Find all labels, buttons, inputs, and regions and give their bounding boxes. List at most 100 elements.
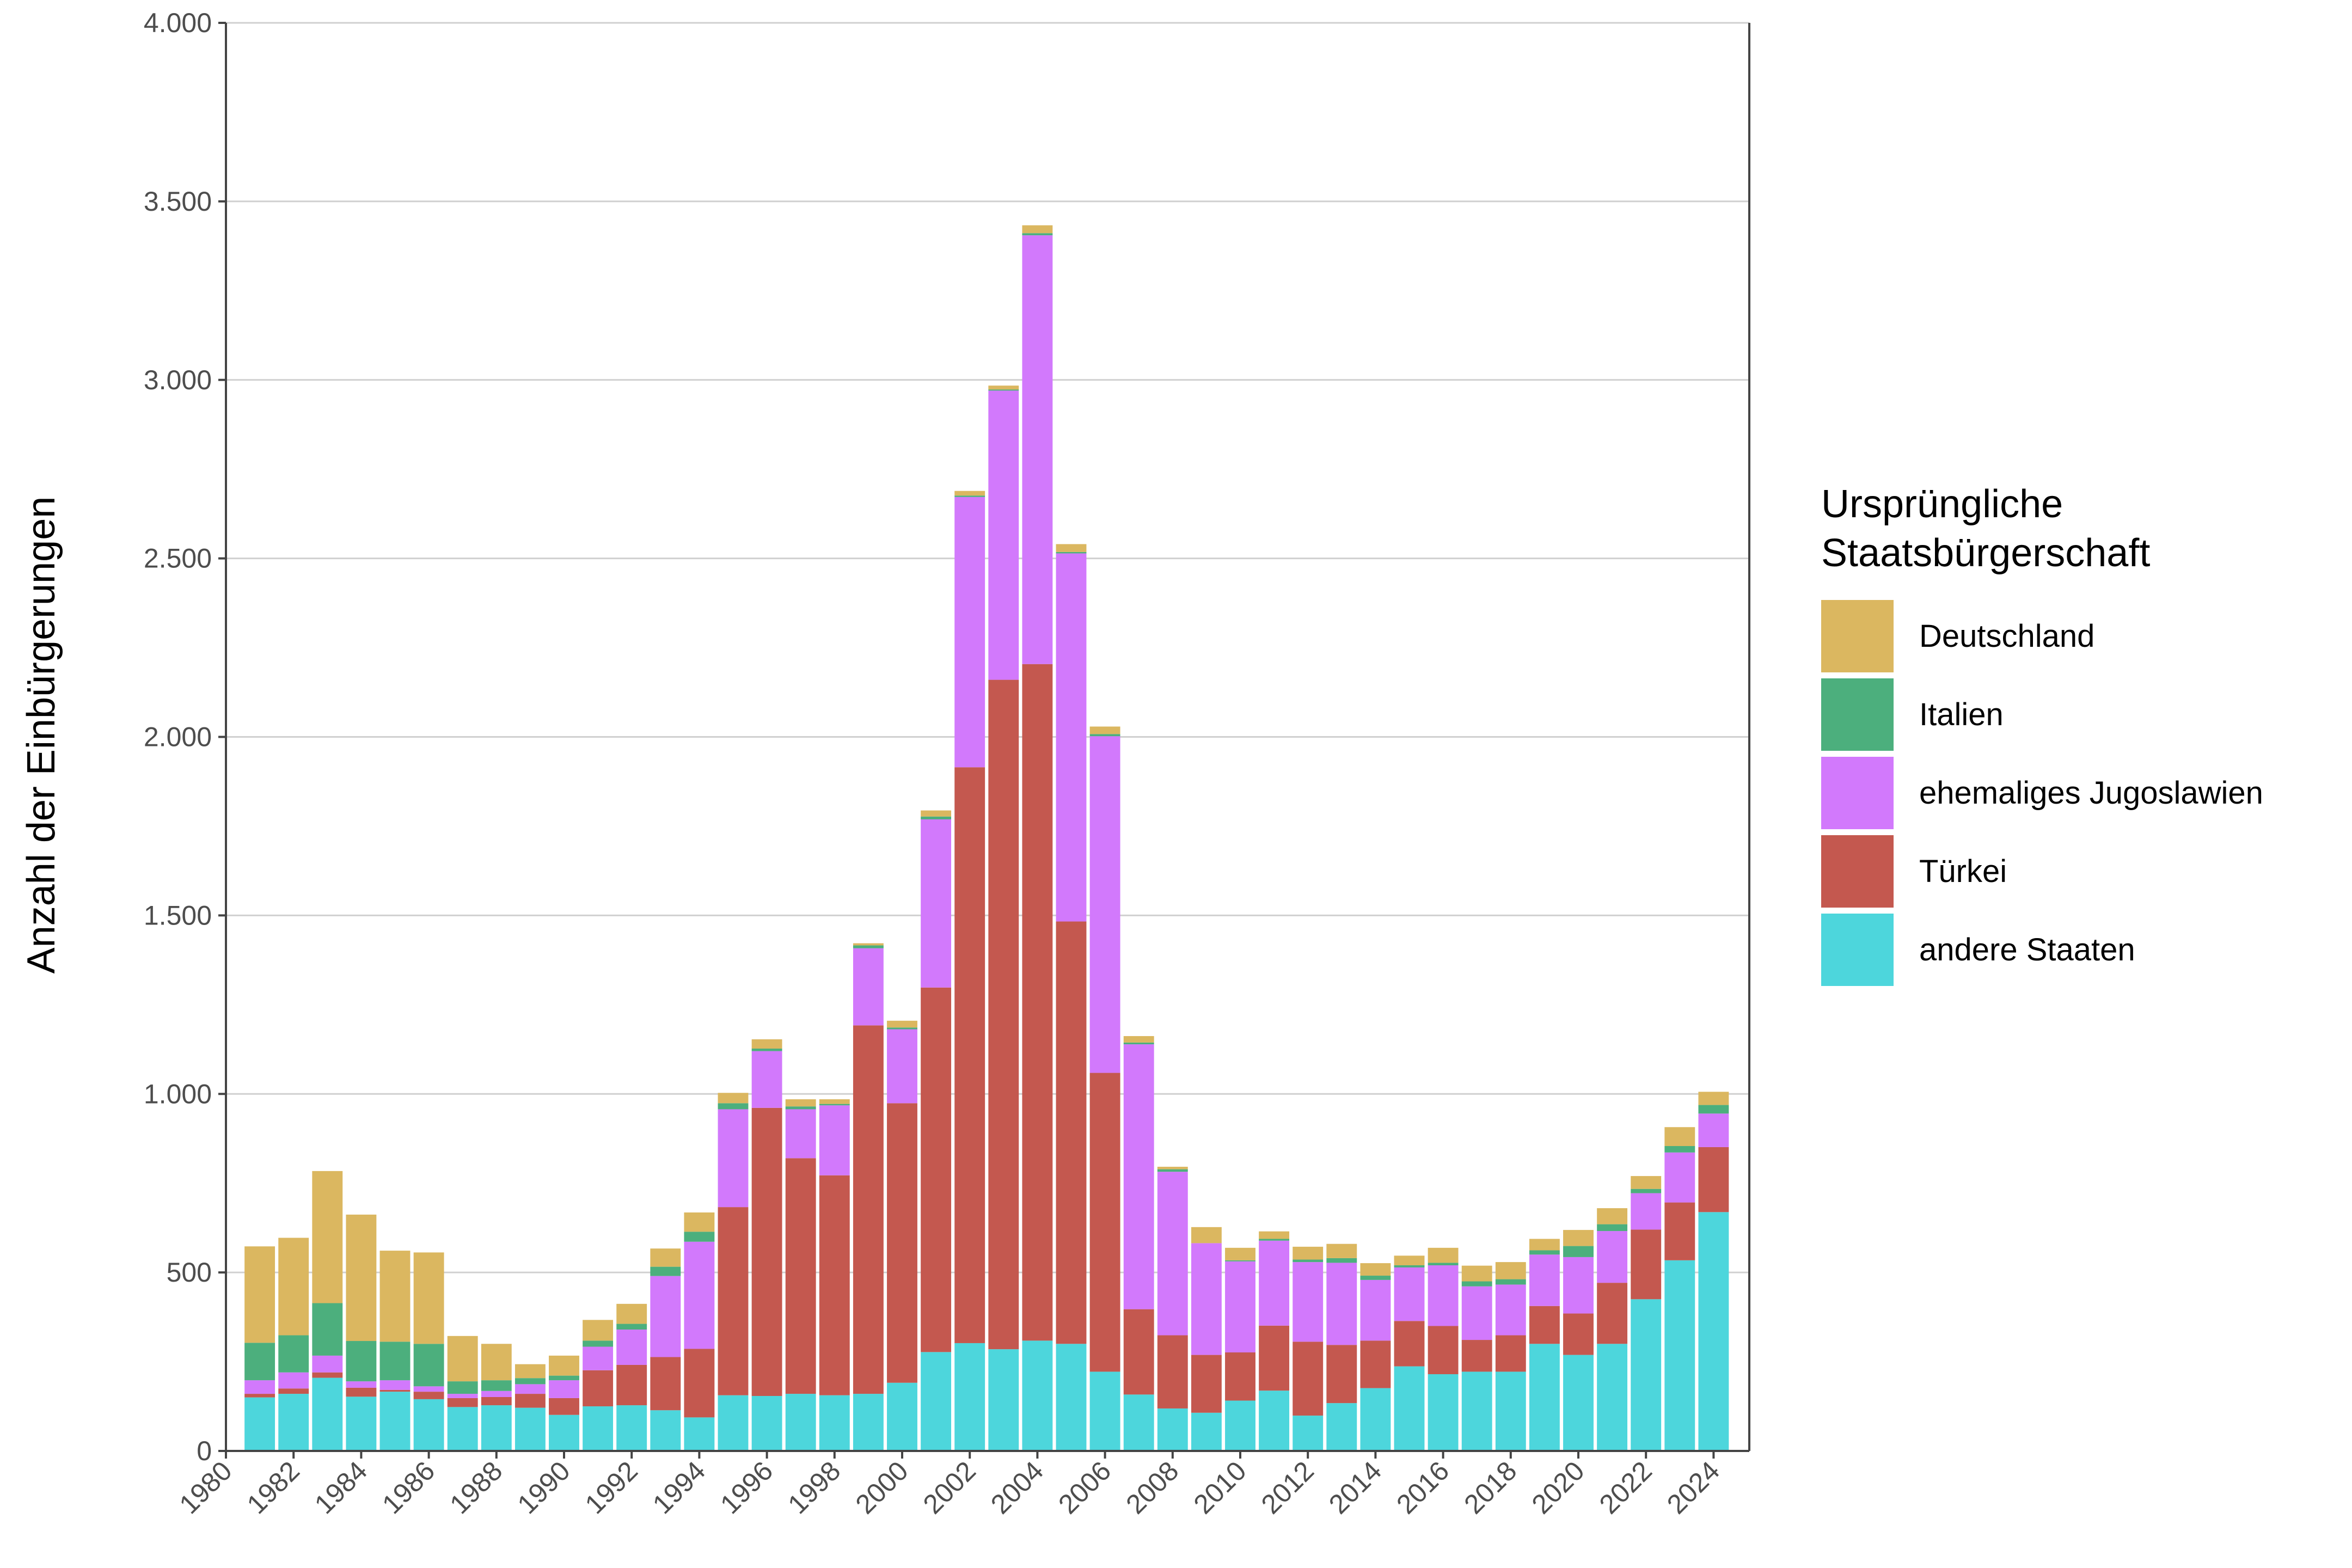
bar-segment: [583, 1320, 614, 1341]
bar-segment: [954, 767, 985, 1343]
legend-label: Deutschland: [1919, 618, 2094, 654]
x-tick-label: 2000: [850, 1455, 914, 1520]
bar-segment: [650, 1248, 681, 1267]
bar-segment: [583, 1406, 614, 1451]
bar-segment: [751, 1051, 782, 1108]
legend-label: ehemaliges Jugoslawien: [1919, 775, 2263, 811]
bar-segment: [549, 1380, 579, 1398]
bar-segment: [1698, 1105, 1729, 1114]
bar-segment: [1698, 1212, 1729, 1451]
y-axis-title: Anzahl der Einbürgerungen: [20, 497, 63, 974]
bar-segment: [346, 1381, 377, 1388]
bar-segment: [447, 1398, 478, 1407]
bar-segment: [346, 1396, 377, 1451]
y-tick-label: 3.500: [144, 186, 212, 217]
bar-segment: [819, 1175, 850, 1395]
x-tick-label: 2012: [1255, 1455, 1320, 1520]
bar-segment: [1191, 1355, 1222, 1413]
bar-segment: [650, 1276, 681, 1357]
bar-segment: [1563, 1257, 1594, 1314]
bar-segment: [1631, 1189, 1662, 1193]
x-tick-label: 1998: [782, 1455, 846, 1520]
bar-segment: [887, 1103, 917, 1383]
bar-segment: [244, 1397, 275, 1451]
bar-segment: [312, 1355, 343, 1373]
bar-segment: [1428, 1374, 1459, 1451]
bar-segment: [1089, 736, 1120, 1073]
bar-segment: [312, 1377, 343, 1451]
bar-segment: [1495, 1335, 1526, 1372]
bar-segment: [1123, 1036, 1154, 1043]
bar-segment: [1157, 1172, 1188, 1336]
bar-segment: [1326, 1263, 1357, 1345]
legend-title-line-1: Ursprüngliche: [1821, 482, 2063, 526]
bar-segment: [514, 1407, 546, 1451]
bar-segment: [583, 1370, 614, 1407]
bar-segment: [278, 1335, 309, 1373]
bar-segment: [616, 1324, 647, 1330]
bar-segment: [751, 1048, 782, 1051]
bar-segment: [1394, 1255, 1425, 1266]
bar-segment: [481, 1380, 512, 1391]
bar-segment: [954, 497, 985, 768]
bar-segment: [1428, 1326, 1459, 1375]
bar-segment: [785, 1099, 816, 1107]
bar-segment: [1022, 1340, 1053, 1451]
bar-segment: [447, 1394, 478, 1398]
bar-segment: [650, 1266, 681, 1276]
bar-segment: [1056, 553, 1087, 922]
y-tick-label: 1.500: [144, 900, 212, 930]
bar-segment: [1563, 1246, 1594, 1257]
bar-segment: [1360, 1388, 1391, 1451]
bar-segment: [278, 1372, 309, 1389]
bar-segment: [988, 679, 1019, 1350]
y-tick-label: 3.000: [144, 365, 212, 395]
bar-segment: [1022, 233, 1053, 236]
bar-segment: [1529, 1239, 1560, 1251]
bar-segment: [1089, 1073, 1120, 1372]
bar-segment: [1293, 1416, 1324, 1451]
bar-segment: [583, 1346, 614, 1370]
bar-segment: [1664, 1127, 1695, 1146]
bar-segment: [1022, 225, 1053, 234]
bar-segment: [1191, 1243, 1222, 1355]
bar-segment: [954, 1343, 985, 1451]
bar-segment: [1157, 1167, 1188, 1169]
bar-segment: [718, 1207, 749, 1395]
bar-segment: [447, 1407, 478, 1451]
x-tick-label: 2024: [1661, 1455, 1725, 1520]
legend-label: Türkei: [1919, 854, 2007, 889]
bar-segment: [954, 491, 985, 496]
bar-segment: [650, 1357, 681, 1411]
bar-segment: [1597, 1283, 1628, 1344]
bar-segment: [1631, 1193, 1662, 1230]
bar-segment: [481, 1344, 512, 1381]
bar-segment: [616, 1405, 647, 1451]
bar-segment: [244, 1246, 275, 1343]
x-tick-label: 1992: [579, 1455, 644, 1520]
bar-segment: [379, 1389, 411, 1392]
bar-segment: [1631, 1229, 1662, 1300]
bar-segment: [684, 1212, 715, 1232]
bar-segment: [1495, 1279, 1526, 1285]
bar-segment: [1225, 1260, 1255, 1261]
bar-segment: [1394, 1265, 1425, 1267]
bar-segment: [887, 1020, 917, 1028]
bar-segment: [718, 1109, 749, 1208]
bar-segment: [684, 1417, 715, 1451]
bar-segment: [1529, 1254, 1560, 1306]
bar-segment: [1563, 1355, 1594, 1451]
x-tick-label: 1990: [512, 1455, 576, 1520]
x-tick-label: 1996: [714, 1455, 779, 1520]
bar-segment: [549, 1375, 579, 1381]
bar-segment: [379, 1380, 411, 1390]
x-tick-label: 2004: [985, 1455, 1049, 1520]
bar-segment: [616, 1364, 647, 1406]
bar-segment: [413, 1252, 444, 1344]
x-tick-label: 2002: [917, 1455, 982, 1520]
bar-segment: [1022, 235, 1053, 664]
x-tick-label: 2020: [1526, 1455, 1590, 1520]
bar-segment: [278, 1238, 309, 1336]
bar-segment: [1360, 1276, 1391, 1280]
x-tick-label: 1986: [376, 1455, 440, 1520]
